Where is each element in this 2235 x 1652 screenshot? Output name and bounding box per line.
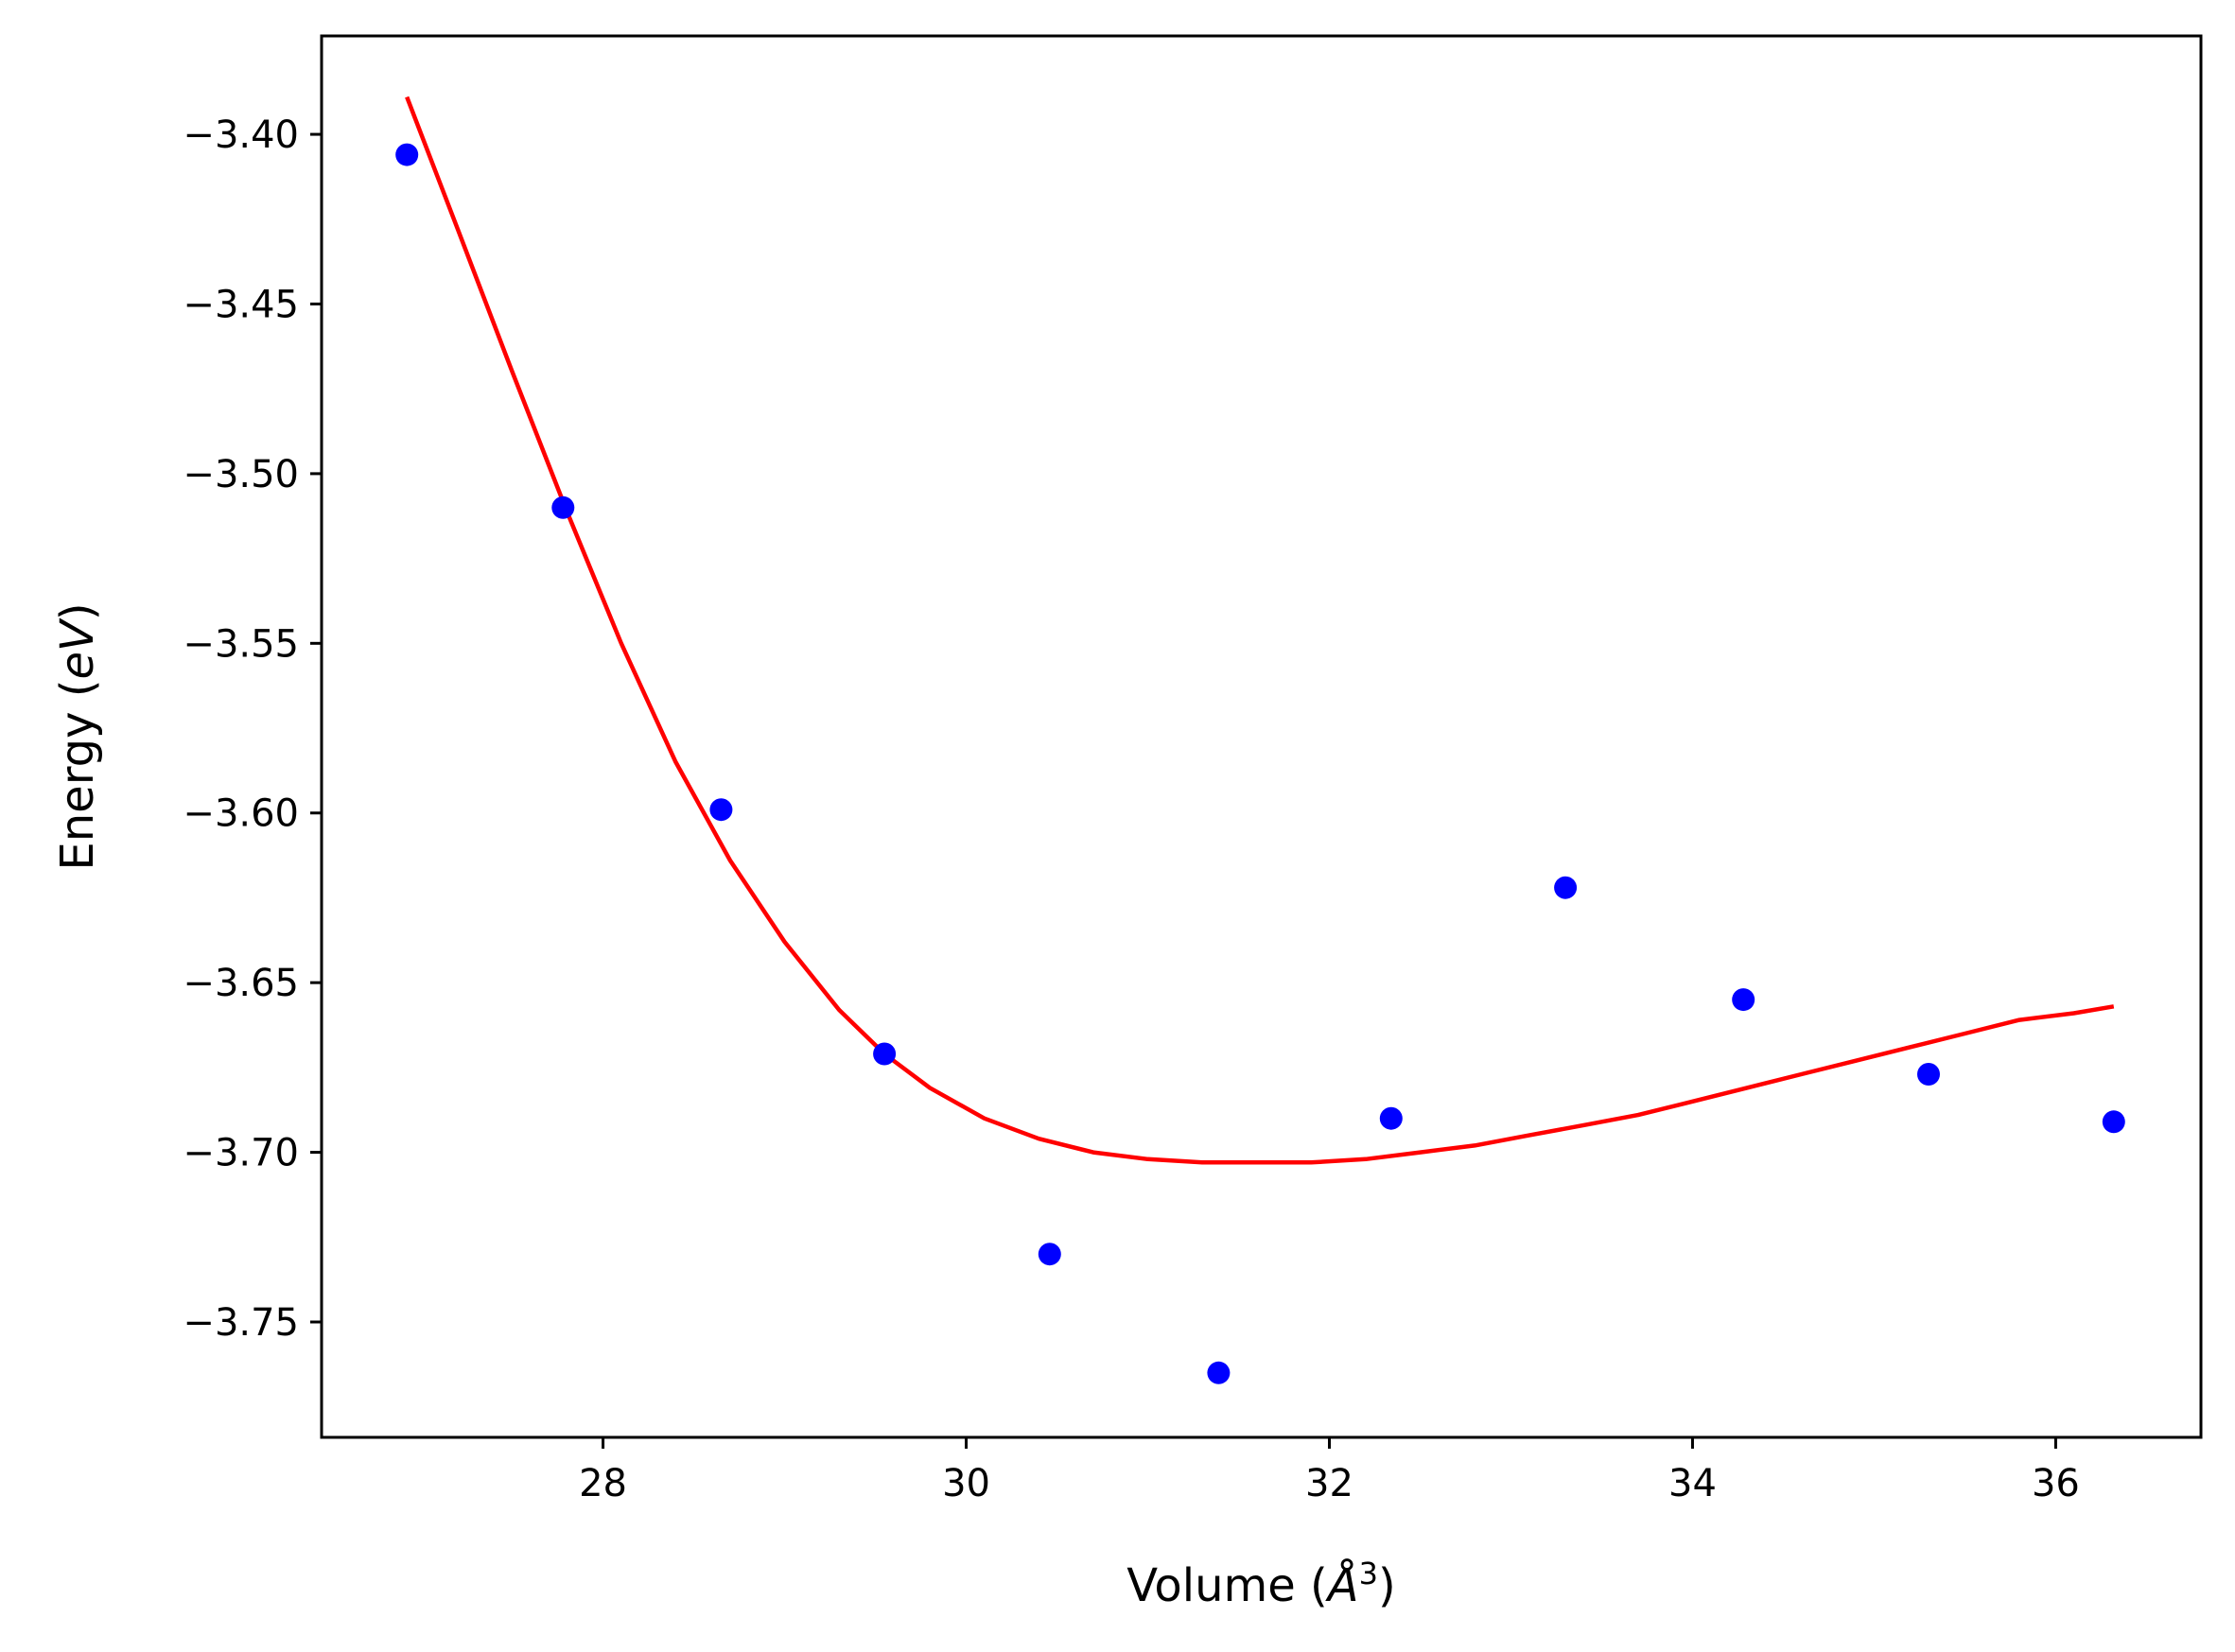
- data-point: [1732, 988, 1755, 1012]
- data-point: [395, 143, 419, 166]
- x-axis-unit-base: Å: [1325, 1558, 1359, 1612]
- y-axis: −3.40 −3.45 −3.50 −3.55 −3.60 −3.65 −3.70 −3.75: [183, 113, 322, 1345]
- x-tick-label: 32: [1305, 1462, 1353, 1505]
- data-point: [1917, 1063, 1940, 1086]
- x-axis-label-text: Volume: [1126, 1559, 1296, 1612]
- x-axis-unit-exp: 3: [1359, 1556, 1378, 1591]
- y-tick-label: −3.75: [183, 1301, 299, 1345]
- x-tick-label: 30: [942, 1462, 990, 1505]
- y-tick-label: −3.40: [183, 113, 299, 157]
- data-point: [873, 1042, 897, 1066]
- data-point: [1207, 1361, 1231, 1384]
- data-point: [1379, 1106, 1403, 1130]
- data-point: [1038, 1243, 1061, 1266]
- y-tick-label: −3.50: [183, 453, 299, 496]
- y-tick-label: −3.70: [183, 1132, 299, 1175]
- x-tick-label: 36: [2032, 1462, 2080, 1505]
- y-tick-label: −3.60: [183, 792, 299, 836]
- y-tick-label: −3.65: [183, 962, 299, 1005]
- y-tick-label: −3.45: [183, 283, 299, 326]
- axes-frame: [320, 34, 2203, 1439]
- y-axis-label: Energy (eV): [51, 602, 104, 870]
- y-axis-label-text: Energy: [51, 712, 104, 871]
- x-tick-label: 28: [579, 1462, 627, 1505]
- fit-curve-line: [405, 96, 2115, 1165]
- x-axis: 28 30 32 34 36: [579, 1437, 2080, 1505]
- data-point: [1554, 876, 1578, 899]
- x-axis-label: Volume (Å3): [1126, 1556, 1395, 1612]
- data-point: [2102, 1110, 2125, 1134]
- y-axis-unit: eV: [51, 617, 104, 680]
- x-tick-label: 34: [1668, 1462, 1717, 1505]
- data-point: [551, 496, 575, 519]
- data-point: [709, 798, 733, 822]
- plot-area: [395, 96, 2125, 1384]
- y-tick-label: −3.55: [183, 622, 299, 666]
